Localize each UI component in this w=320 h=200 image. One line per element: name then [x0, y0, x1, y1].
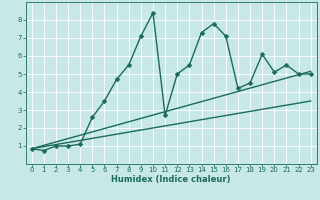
- X-axis label: Humidex (Indice chaleur): Humidex (Indice chaleur): [111, 175, 231, 184]
